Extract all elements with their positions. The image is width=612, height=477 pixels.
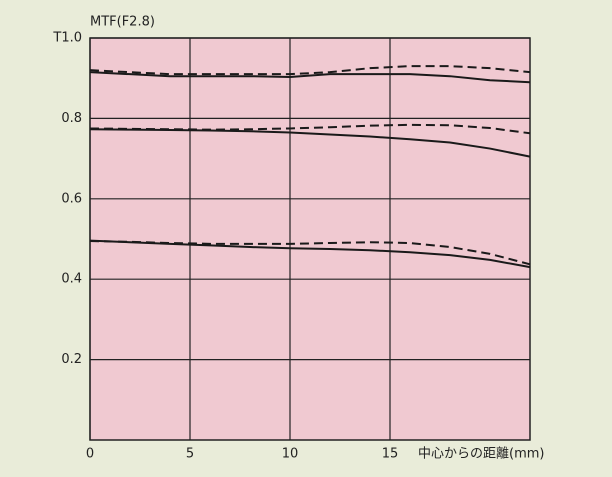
x-tick-label: 15 [382,447,399,462]
x-tick-label: 10 [282,447,299,462]
x-tick-label: 5 [186,447,194,462]
mtf-line [89,240,531,266]
chart-title: MTF(F2.8) [90,15,155,30]
plot-area [89,37,531,441]
x-axis-label: 中心からの距離(mm) [418,447,544,462]
mtf-line [89,71,531,84]
y-tick-label: 0.2 [61,352,82,367]
mtf-line [89,123,531,135]
y-tick-label: T1.0 [52,31,82,46]
mtf-line [89,65,531,76]
y-tick-label: 0.8 [61,111,82,126]
y-tick-label: 0.4 [61,272,82,287]
x-tick-label: 0 [86,447,94,462]
y-tick-label: 0.6 [61,191,82,206]
